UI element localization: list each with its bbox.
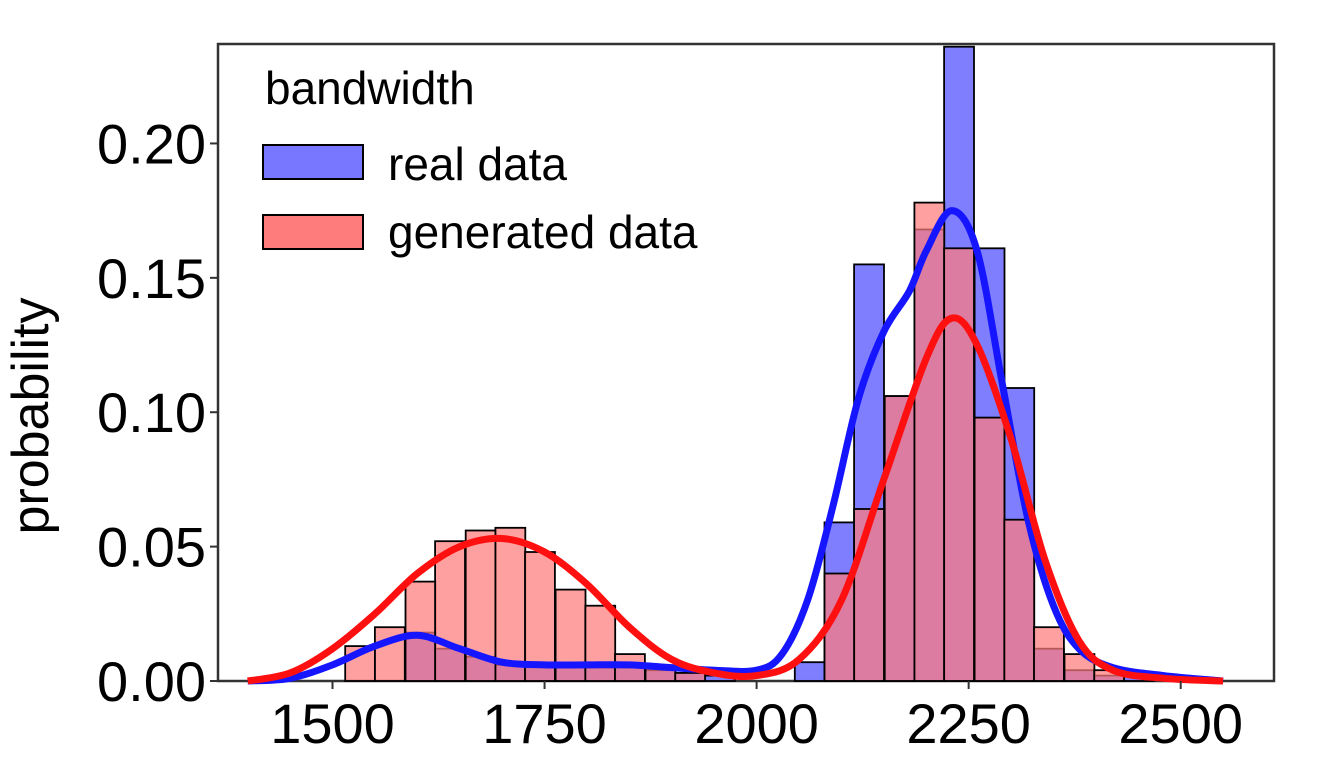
bar-generated-data [913,201,946,682]
x-tick-label: 1500 [270,692,395,755]
legend: bandwidth real data generated data [240,55,718,270]
legend-label-real-data: real data [388,138,567,190]
x-tick-label: 1750 [482,692,607,755]
bar-generated-data [853,508,885,682]
bar-generated-data [494,526,527,682]
kde-layer [247,207,1224,685]
bar-generated-data [434,540,466,682]
bar-real-data [793,661,826,682]
bar-generated-data [1003,518,1036,682]
y-tick-label: 0.00 [97,650,206,713]
bar-generated-data [943,247,975,682]
x-tick-label: 2250 [906,692,1031,755]
y-tick-label: 0.05 [97,516,206,579]
x-tick-label: 2000 [694,692,819,755]
legend-swatch-generated-data [262,214,364,250]
legend-swatch-real-data [262,144,364,180]
y-tick-label: 0.15 [97,247,206,310]
x-tick-label: 2500 [1118,692,1243,755]
kde-line-real-data [247,207,1224,685]
y-tick-label: 0.10 [97,381,206,444]
y-axis-label: probability [2,297,60,534]
y-tick-label: 0.20 [97,112,206,175]
bar-generated-data [584,604,617,682]
ticks-layer: 1500 1750 2000 2250 2500 0.00 0.05 0.10 0.15 0.20 [97,112,1243,755]
legend-title: bandwidth [265,62,475,114]
kde-line-generated-data [247,314,1224,685]
bar-generated-data [674,672,707,682]
bar-generated-data [1033,626,1065,682]
bar-generated-data [404,580,437,682]
bar-generated-data [973,416,1006,682]
legend-label-generated-data: generated data [388,206,698,258]
